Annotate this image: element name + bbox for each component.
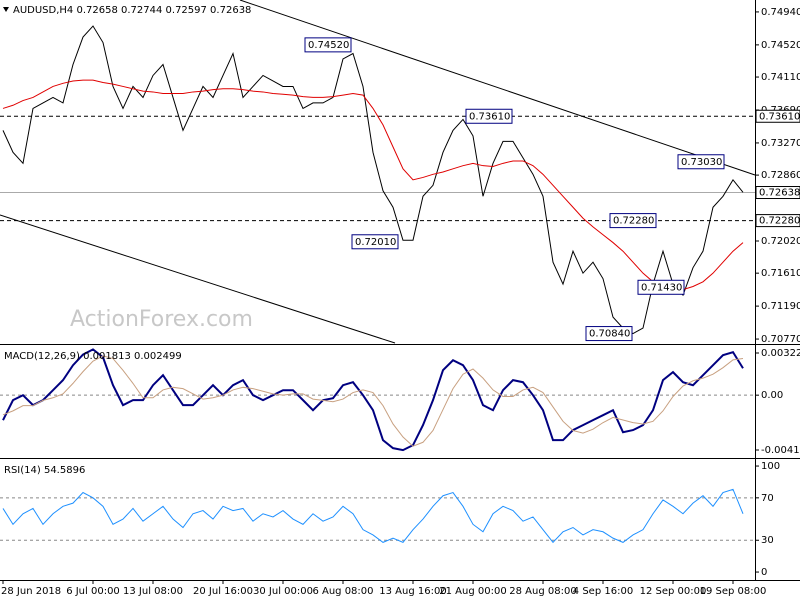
series-line [2, 79, 744, 291]
channel-lower [0, 214, 396, 344]
y-tick-label: 0.003223 [761, 348, 800, 359]
x-tick-label: 28 Jun 2018 [1, 586, 61, 597]
y-tick-label: 0.73270 [761, 138, 800, 149]
x-tick-label: 13 Jul 08:00 [123, 586, 183, 597]
x-tick-label: 12 Sep 00:00 [640, 586, 707, 597]
level-box [755, 109, 800, 123]
price-label: 0.72280 [613, 216, 654, 227]
level-box [755, 214, 800, 228]
y-tick-label: 0.74520 [761, 40, 800, 51]
level-box [755, 186, 800, 200]
x-tick-label: 13 Aug 16:00 [379, 586, 446, 597]
title-icon [3, 7, 9, 12]
price-label-box [637, 279, 685, 295]
panel-title: AUDUSD,H4 0.72658 0.72744 0.72597 0.7263… [13, 5, 251, 16]
series-line [2, 348, 744, 452]
series-line [2, 25, 744, 335]
watermark: ActionForex.com [70, 307, 253, 332]
level-label: 0.73610 [759, 111, 800, 122]
price-label: 0.73030 [681, 157, 722, 168]
panel-title: MACD(12,26,9) 0.001813 0.002499 [4, 351, 182, 362]
y-tick-label: 100 [761, 461, 780, 472]
price-label-box [677, 154, 725, 170]
price-label: 0.74520 [308, 40, 349, 51]
panel-title: RSI(14) 54.5896 [4, 465, 85, 476]
series-line [2, 488, 744, 544]
price-label-box [585, 326, 633, 342]
price-label: 0.73610 [469, 111, 510, 122]
price-label: 0.71430 [641, 282, 682, 293]
level-label: 0.72638 [759, 188, 800, 199]
y-tick-label: 0.74940 [761, 7, 800, 18]
price-label-box [609, 213, 657, 229]
x-tick-label: 28 Aug 08:00 [509, 586, 576, 597]
x-tick-label: 4 Sep 16:00 [573, 586, 633, 597]
level-label: 0.72280 [759, 216, 800, 227]
y-tick-label: -0.004191 [761, 445, 800, 456]
series-line [2, 355, 744, 447]
price-label-box [465, 108, 513, 124]
y-tick-label: 0.71190 [761, 301, 800, 312]
price-label-box [304, 37, 352, 53]
x-tick-label: 21 Aug 00:00 [439, 586, 506, 597]
y-tick-label: 0.71610 [761, 268, 800, 279]
y-tick-label: 0.72020 [761, 236, 800, 247]
y-tick-label: 30 [761, 535, 774, 546]
x-tick-label: 19 Sep 08:00 [700, 586, 767, 597]
channel-upper [239, 0, 756, 176]
price-label: 0.70840 [589, 329, 630, 340]
x-tick-label: 30 Jul 00:00 [253, 586, 313, 597]
price-label-box [351, 234, 399, 250]
y-tick-label: 0.70770 [761, 334, 800, 345]
y-tick-label: 0.72860 [761, 170, 800, 181]
x-tick-label: 20 Jul 16:00 [193, 586, 253, 597]
x-tick-label: 6 Jul 00:00 [66, 586, 120, 597]
price-label: 0.72010 [355, 237, 396, 248]
y-tick-label: 70 [761, 493, 774, 504]
y-tick-label: 0 [761, 567, 767, 578]
y-tick-label: 0.74110 [761, 72, 800, 83]
y-tick-label: 0.00 [761, 390, 783, 401]
x-tick-label: 6 Aug 08:00 [312, 586, 373, 597]
